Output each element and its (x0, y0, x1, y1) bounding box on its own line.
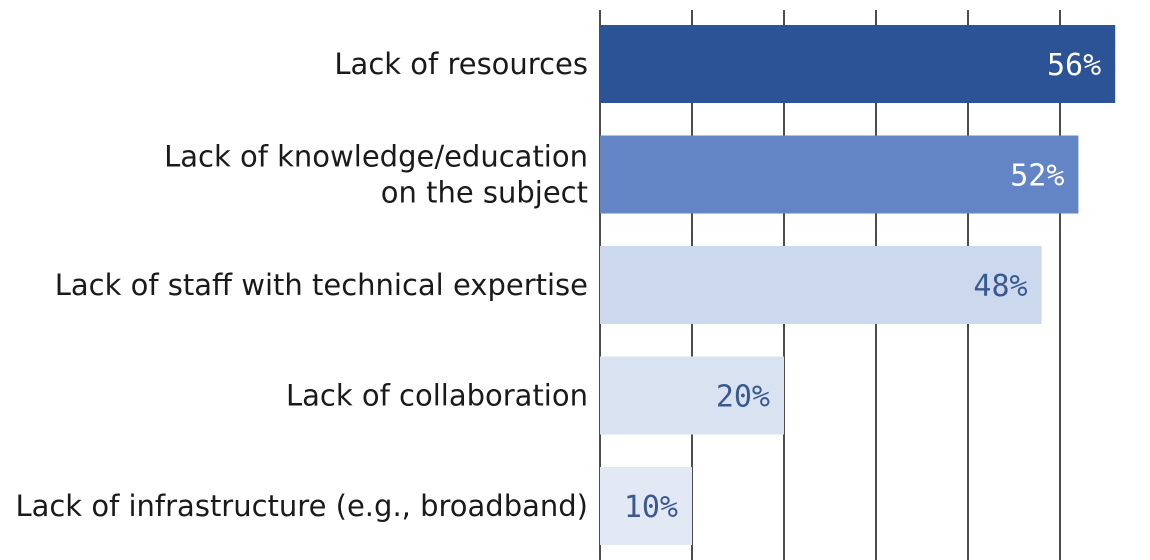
bar (600, 356, 784, 435)
bar-value-label: 52% (1010, 159, 1064, 194)
bar-value-label: 56% (1047, 48, 1101, 83)
category-label: Lack of knowledge/education (164, 140, 588, 174)
category-label: on the subject (381, 176, 588, 210)
category-label: Lack of staff with technical expertise (55, 268, 588, 302)
bar (600, 25, 1116, 103)
bar-value-label: 10% (624, 490, 678, 525)
bar (600, 467, 692, 545)
bars (600, 25, 1116, 545)
category-label: Lack of resources (334, 47, 588, 81)
bar-value-label: 48% (973, 269, 1027, 304)
bar (600, 246, 1042, 324)
category-label: Lack of collaboration (286, 379, 588, 413)
bar (600, 135, 1079, 214)
bar-value-label: 20% (716, 380, 770, 415)
value-labels: 56% 52% 48% 20% 10% (624, 48, 1101, 525)
category-label: Lack of infrastructure (e.g., broadband) (15, 489, 588, 523)
category-labels: Lack of resources Lack of knowledge/educa… (15, 47, 588, 523)
